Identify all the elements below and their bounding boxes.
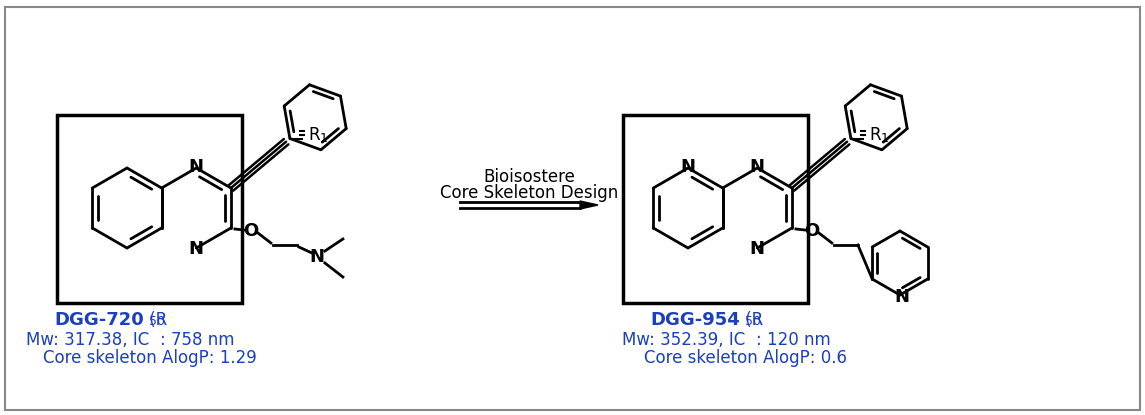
Text: : 758 nm: : 758 nm (159, 331, 234, 349)
Text: Core Skeleton Design: Core Skeleton Design (440, 184, 618, 202)
Bar (623, 115, 808, 303)
Text: DGG-720: DGG-720 (55, 311, 144, 329)
Text: 1: 1 (881, 132, 889, 145)
Polygon shape (581, 201, 598, 209)
Text: N: N (680, 158, 695, 176)
Text: N: N (750, 240, 765, 258)
Text: Core skeleton AlogP: 1.29: Core skeleton AlogP: 1.29 (42, 349, 256, 367)
Text: N: N (750, 158, 765, 176)
Text: O: O (243, 222, 259, 240)
Text: (R: (R (741, 311, 764, 329)
Text: R: R (869, 125, 881, 144)
Text: DGG-954: DGG-954 (650, 311, 741, 329)
Text: O: O (804, 222, 820, 240)
Text: Mw: 352.39, IC: Mw: 352.39, IC (622, 331, 745, 349)
Text: N: N (189, 240, 204, 258)
Text: N: N (189, 158, 204, 176)
Text: 1: 1 (319, 132, 327, 145)
Text: : 120 nm: : 120 nm (756, 331, 830, 349)
Text: N: N (309, 248, 324, 266)
Text: Core skeleton AlogP: 0.6: Core skeleton AlogP: 0.6 (643, 349, 847, 367)
Text: R: R (308, 125, 319, 144)
Text: 50: 50 (745, 315, 761, 328)
Text: (R: (R (144, 311, 168, 329)
Bar (57, 115, 242, 303)
Text: 50: 50 (150, 315, 166, 328)
Text: Bioisostere: Bioisostere (483, 168, 575, 186)
Text: N: N (894, 288, 909, 306)
Text: Mw: 317.38, IC: Mw: 317.38, IC (26, 331, 150, 349)
